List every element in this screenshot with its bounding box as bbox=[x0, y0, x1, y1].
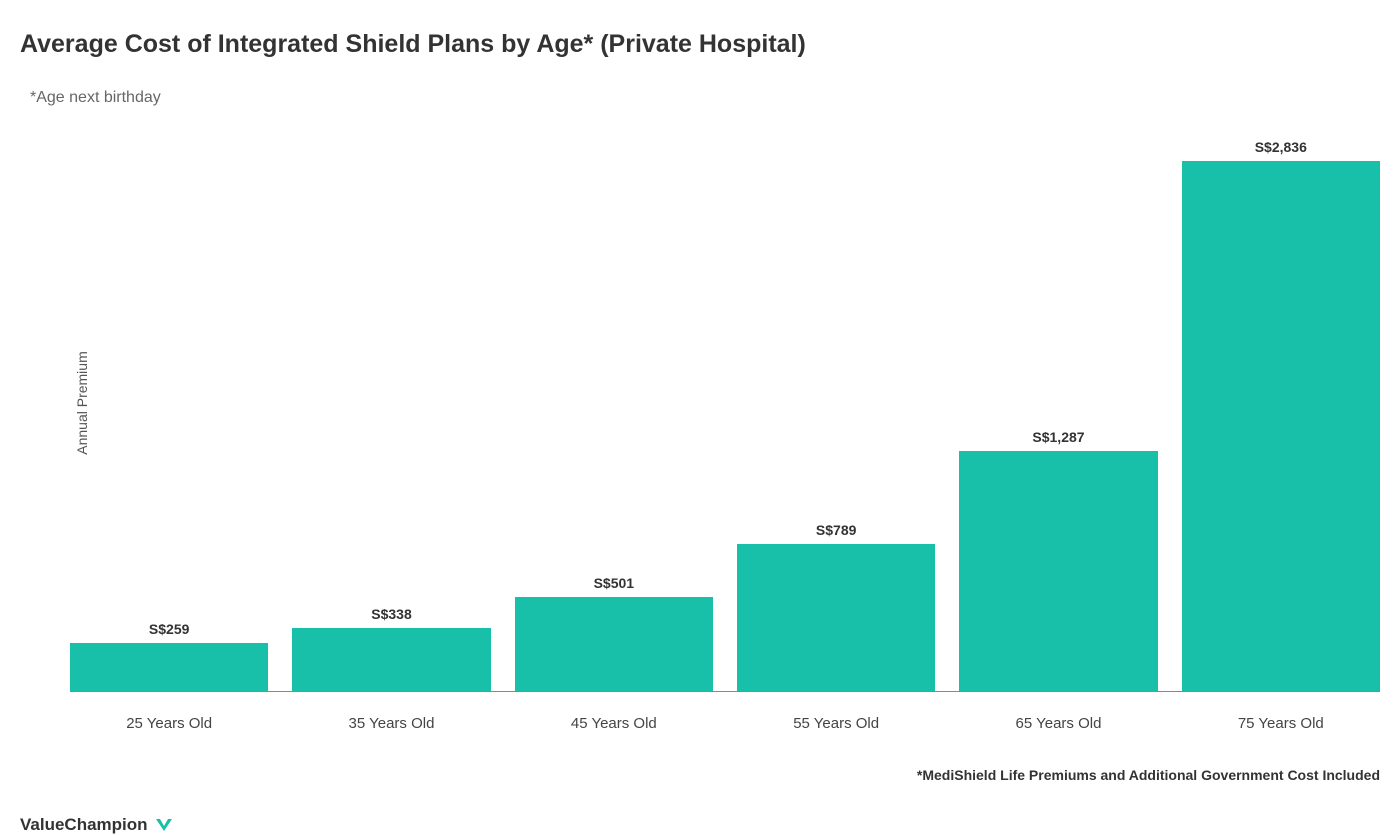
bar bbox=[292, 628, 490, 691]
source-logo-icon bbox=[154, 815, 174, 835]
chart-title: Average Cost of Integrated Shield Plans … bbox=[20, 30, 1380, 59]
source-attribution: ValueChampion bbox=[20, 815, 174, 835]
x-axis-category-label: 35 Years Old bbox=[292, 715, 490, 732]
bar-value-label: S$2,836 bbox=[1255, 139, 1307, 155]
bar-value-label: S$259 bbox=[149, 621, 189, 637]
x-axis-category-label: 55 Years Old bbox=[737, 715, 935, 732]
chart-footnote: *MediShield Life Premiums and Additional… bbox=[917, 767, 1380, 783]
bar bbox=[737, 544, 935, 691]
chart-container: Average Cost of Integrated Shield Plans … bbox=[20, 30, 1380, 808]
bar-slot: S$259 bbox=[70, 115, 268, 691]
bar-slot: S$338 bbox=[292, 115, 490, 691]
bar bbox=[70, 643, 268, 691]
plot-area: Annual Premium S$259S$338S$501S$789S$1,2… bbox=[70, 115, 1380, 691]
bar-value-label: S$501 bbox=[594, 575, 634, 591]
bar bbox=[515, 597, 713, 691]
x-axis-labels: 25 Years Old 35 Years Old 45 Years Old 55 Y… bbox=[70, 715, 1380, 732]
bar-slot: S$1,287 bbox=[959, 115, 1157, 691]
bar-value-label: S$338 bbox=[371, 606, 411, 622]
bar-slot: S$2,836 bbox=[1182, 115, 1380, 691]
bars-row: S$259 S$338 S$501 S$789 S$1,287 S$2,836 bbox=[70, 115, 1380, 691]
x-axis-category-label: 45 Years Old bbox=[515, 715, 713, 732]
x-axis-category-label: 25 Years Old bbox=[70, 715, 268, 732]
x-axis-line bbox=[70, 691, 1380, 692]
x-axis-category-label: 65 Years Old bbox=[959, 715, 1157, 732]
chart-subtitle: *Age next birthday bbox=[30, 89, 1380, 107]
bar bbox=[1182, 161, 1380, 691]
source-label: ValueChampion bbox=[20, 815, 148, 835]
bar bbox=[959, 451, 1157, 691]
bar-value-label: S$789 bbox=[816, 522, 856, 538]
bar-slot: S$789 bbox=[737, 115, 935, 691]
x-axis-category-label: 75 Years Old bbox=[1182, 715, 1380, 732]
bar-value-label: S$1,287 bbox=[1032, 429, 1084, 445]
bar-slot: S$501 bbox=[515, 115, 713, 691]
